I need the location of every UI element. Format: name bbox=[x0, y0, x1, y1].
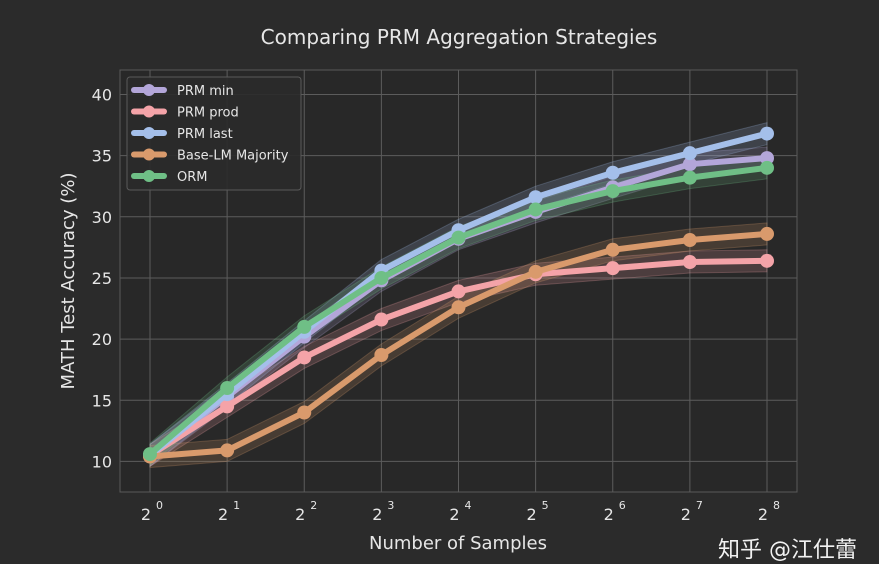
data-point bbox=[297, 405, 312, 420]
data-point bbox=[605, 261, 620, 276]
data-point bbox=[760, 126, 774, 141]
legend-marker bbox=[143, 105, 155, 118]
y-tick-label: 25 bbox=[92, 269, 112, 288]
data-point bbox=[220, 381, 235, 396]
legend-marker bbox=[143, 170, 155, 182]
x-tick-exponent: 4 bbox=[465, 499, 472, 512]
y-tick-label: 20 bbox=[92, 330, 112, 349]
x-tick-label: 2 bbox=[218, 505, 228, 524]
x-tick-exponent: 6 bbox=[619, 499, 626, 512]
x-tick-exponent: 0 bbox=[156, 499, 163, 512]
y-tick-label: 30 bbox=[92, 208, 112, 227]
legend-marker bbox=[143, 84, 155, 96]
x-tick-label: 2 bbox=[295, 505, 305, 524]
chart-title: Comparing PRM Aggregation Strategies bbox=[261, 25, 658, 49]
legend-item: Base-LM Majority bbox=[131, 148, 289, 164]
legend-label: PRM last bbox=[177, 127, 233, 142]
x-tick-exponent: 7 bbox=[696, 499, 703, 512]
legend-label: PRM min bbox=[177, 84, 234, 99]
legend-item: ORM bbox=[131, 170, 207, 185]
data-point bbox=[297, 350, 312, 365]
data-point bbox=[760, 151, 774, 166]
x-tick-exponent: 1 bbox=[233, 499, 240, 512]
y-tick-label: 35 bbox=[92, 147, 112, 166]
legend-frame bbox=[126, 76, 302, 191]
x-tick-label: 2 bbox=[758, 505, 768, 524]
legend-marker bbox=[143, 148, 155, 161]
data-point bbox=[760, 160, 774, 175]
data-point bbox=[374, 270, 389, 285]
x-tick-exponent: 5 bbox=[542, 499, 549, 512]
legend: PRM min PRM prod PRM last Base-LM Majority O… bbox=[126, 76, 302, 191]
x-tick-label: 2 bbox=[449, 505, 459, 524]
data-point bbox=[528, 190, 543, 205]
y-tick-label: 10 bbox=[92, 452, 112, 471]
data-point bbox=[605, 184, 620, 199]
watermark: 知乎 @江仕蕾 bbox=[718, 538, 857, 563]
legend-label: Base-LM Majority bbox=[177, 149, 289, 164]
x-tick-label: 2 bbox=[604, 505, 614, 524]
data-point bbox=[682, 233, 697, 248]
x-tick-exponent: 8 bbox=[773, 499, 780, 512]
x-tick-exponent: 3 bbox=[387, 499, 394, 512]
data-point bbox=[451, 300, 466, 315]
data-point bbox=[143, 447, 157, 462]
data-point bbox=[220, 443, 235, 458]
legend-label: ORM bbox=[177, 170, 207, 185]
data-point bbox=[682, 146, 697, 161]
y-tick-label: 15 bbox=[92, 391, 112, 410]
data-point bbox=[297, 319, 312, 334]
data-point bbox=[374, 348, 389, 363]
x-tick-label: 2 bbox=[681, 505, 691, 524]
legend-item: PRM min bbox=[131, 84, 234, 99]
data-point bbox=[682, 255, 697, 270]
data-point bbox=[682, 157, 697, 172]
data-point bbox=[760, 226, 774, 241]
x-tick-exponent: 2 bbox=[310, 499, 317, 512]
data-point bbox=[605, 165, 620, 180]
x-axis-label: Number of Samples bbox=[369, 533, 547, 554]
data-point bbox=[220, 399, 235, 414]
legend-item: PRM prod bbox=[131, 105, 239, 121]
legend-item: PRM last bbox=[131, 127, 233, 142]
data-point bbox=[451, 230, 466, 245]
data-point bbox=[760, 253, 774, 268]
data-point bbox=[682, 170, 697, 185]
y-axis-label: MATH Test Accuracy (%) bbox=[58, 173, 79, 390]
data-point bbox=[528, 202, 543, 217]
x-tick-label: 2 bbox=[372, 505, 382, 524]
data-point bbox=[451, 284, 466, 299]
x-tick-label: 2 bbox=[141, 505, 151, 524]
data-point bbox=[605, 242, 620, 257]
legend-marker bbox=[143, 127, 155, 139]
data-point bbox=[528, 264, 543, 279]
y-tick-label: 40 bbox=[92, 85, 112, 104]
legend-label: PRM prod bbox=[177, 106, 239, 121]
x-tick-label: 2 bbox=[527, 505, 537, 524]
data-point bbox=[374, 312, 389, 327]
series-orm bbox=[143, 160, 774, 462]
